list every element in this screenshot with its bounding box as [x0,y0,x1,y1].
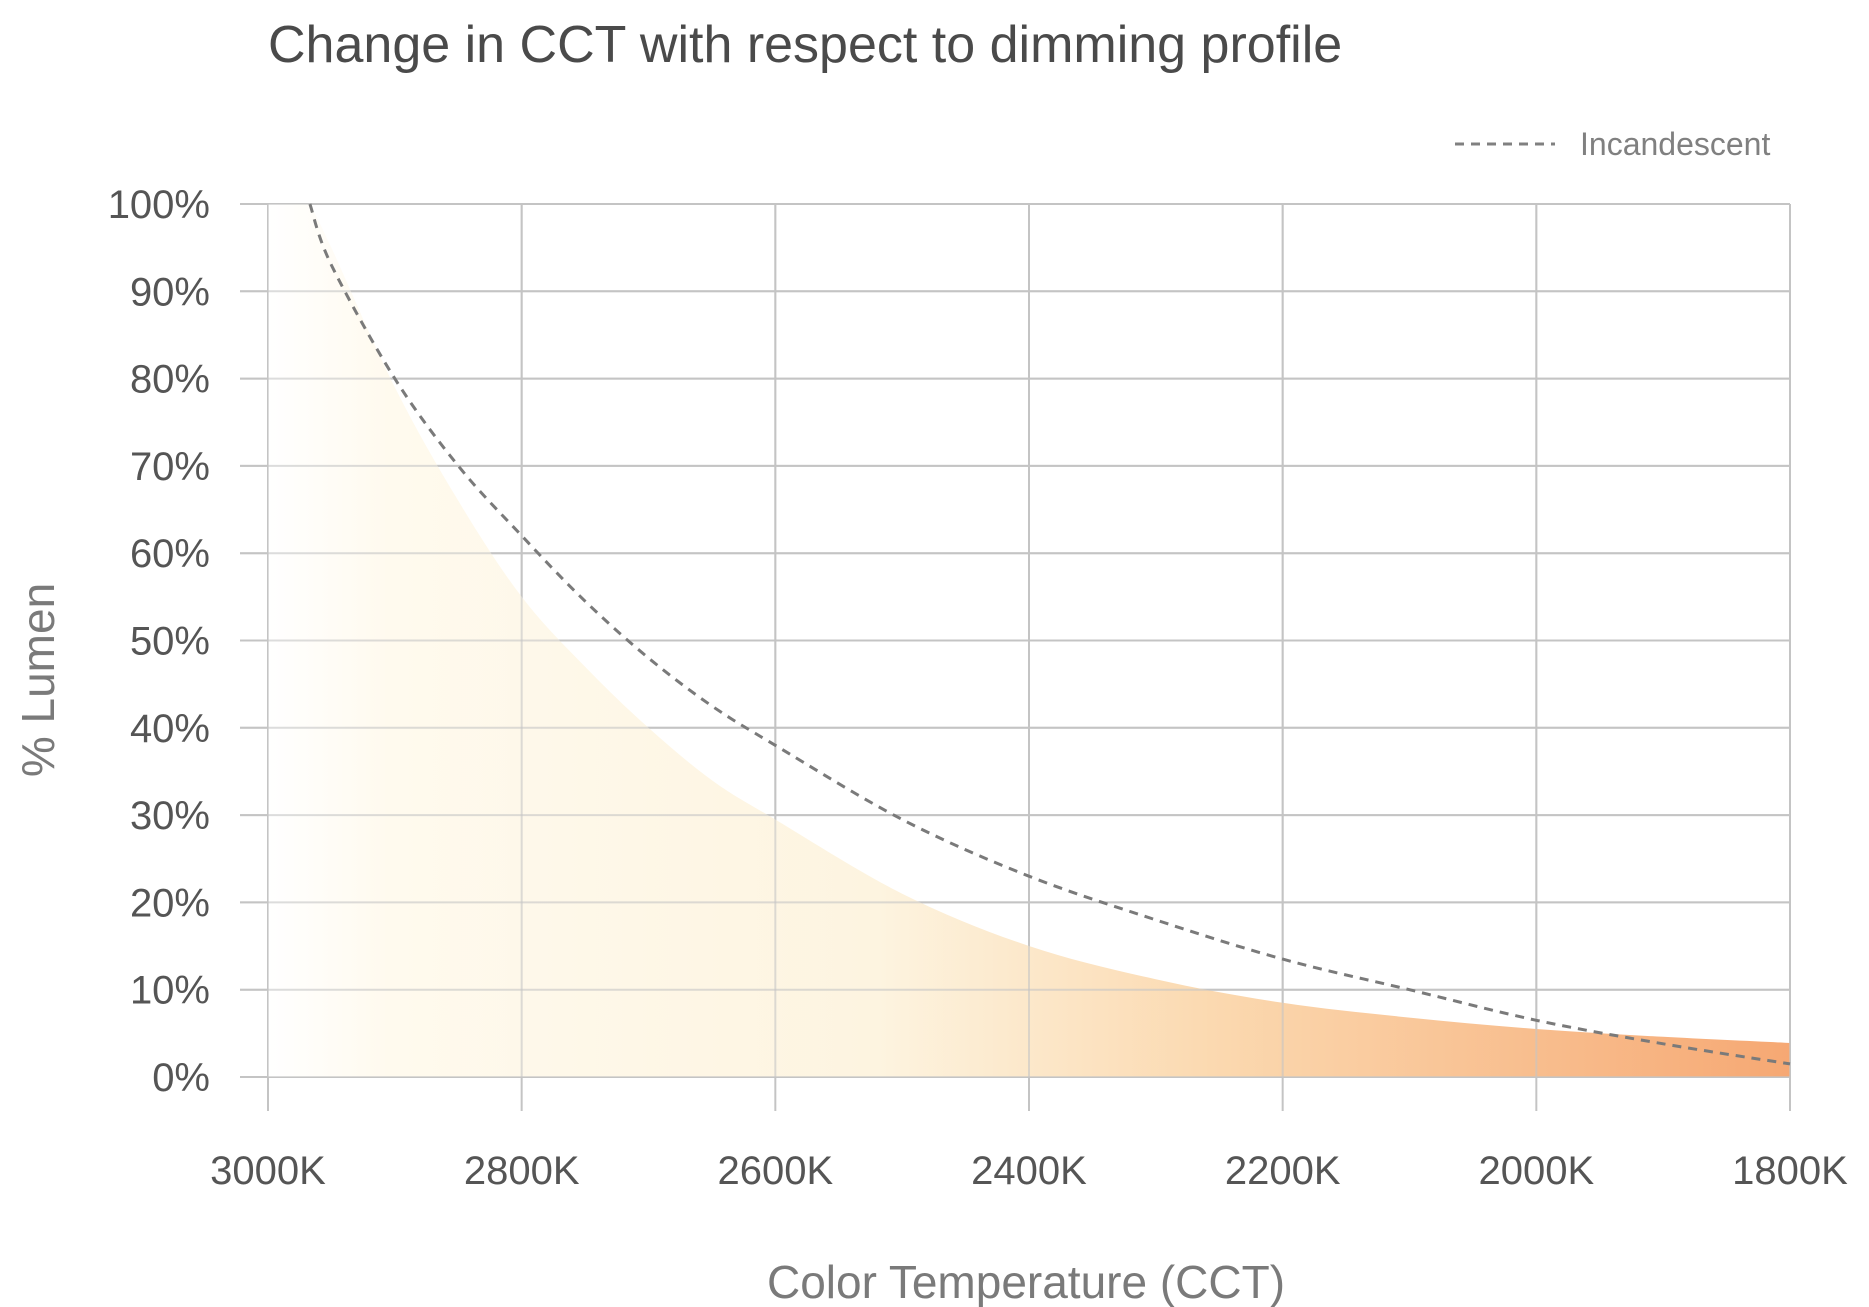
y-tick-label: 30% [130,794,210,838]
x-axis-ticks: 3000K 2800K 2600K 2400K 2200K 2000K 1800K [210,1149,1848,1193]
y-tick-label: 10% [130,969,210,1013]
grid-overlay [240,203,1791,1078]
incandescent-line [308,203,1791,1066]
x-tick-label: 1800K [1732,1149,1848,1193]
y-tick-label: 40% [130,707,210,751]
y-tick-label: 70% [130,445,210,489]
x-axis-label: Color Temperature (CCT) [767,1256,1285,1307]
legend-incandescent-label: Incandescent [1580,126,1770,162]
y-tick-label: 60% [130,532,210,576]
y-tick-label: 0% [152,1056,210,1100]
y-tick-label: 80% [130,358,210,402]
chart-title: Change in CCT with respect to dimming pr… [268,16,1342,74]
x-tick-label: 2800K [464,1149,580,1193]
x-tick-label: 2200K [1225,1149,1341,1193]
dimming-profile-area [268,204,1790,1077]
y-axis-ticks: 0% 10% 20% 30% 40% 50% 60% 70% 80% 90% 100% [108,183,210,1100]
y-tick-label: 20% [130,881,210,925]
y-tick-label: 90% [130,270,210,314]
x-tick-label: 2000K [1478,1149,1594,1193]
x-tick-label: 2600K [717,1149,833,1193]
x-tick-label: 2400K [971,1149,1087,1193]
y-tick-label: 50% [130,620,210,664]
x-tick-label: 3000K [210,1149,326,1193]
y-tick-label: 100% [108,183,210,227]
y-axis-label: % Lumen [12,583,64,777]
legend: Incandescent [1455,126,1770,162]
